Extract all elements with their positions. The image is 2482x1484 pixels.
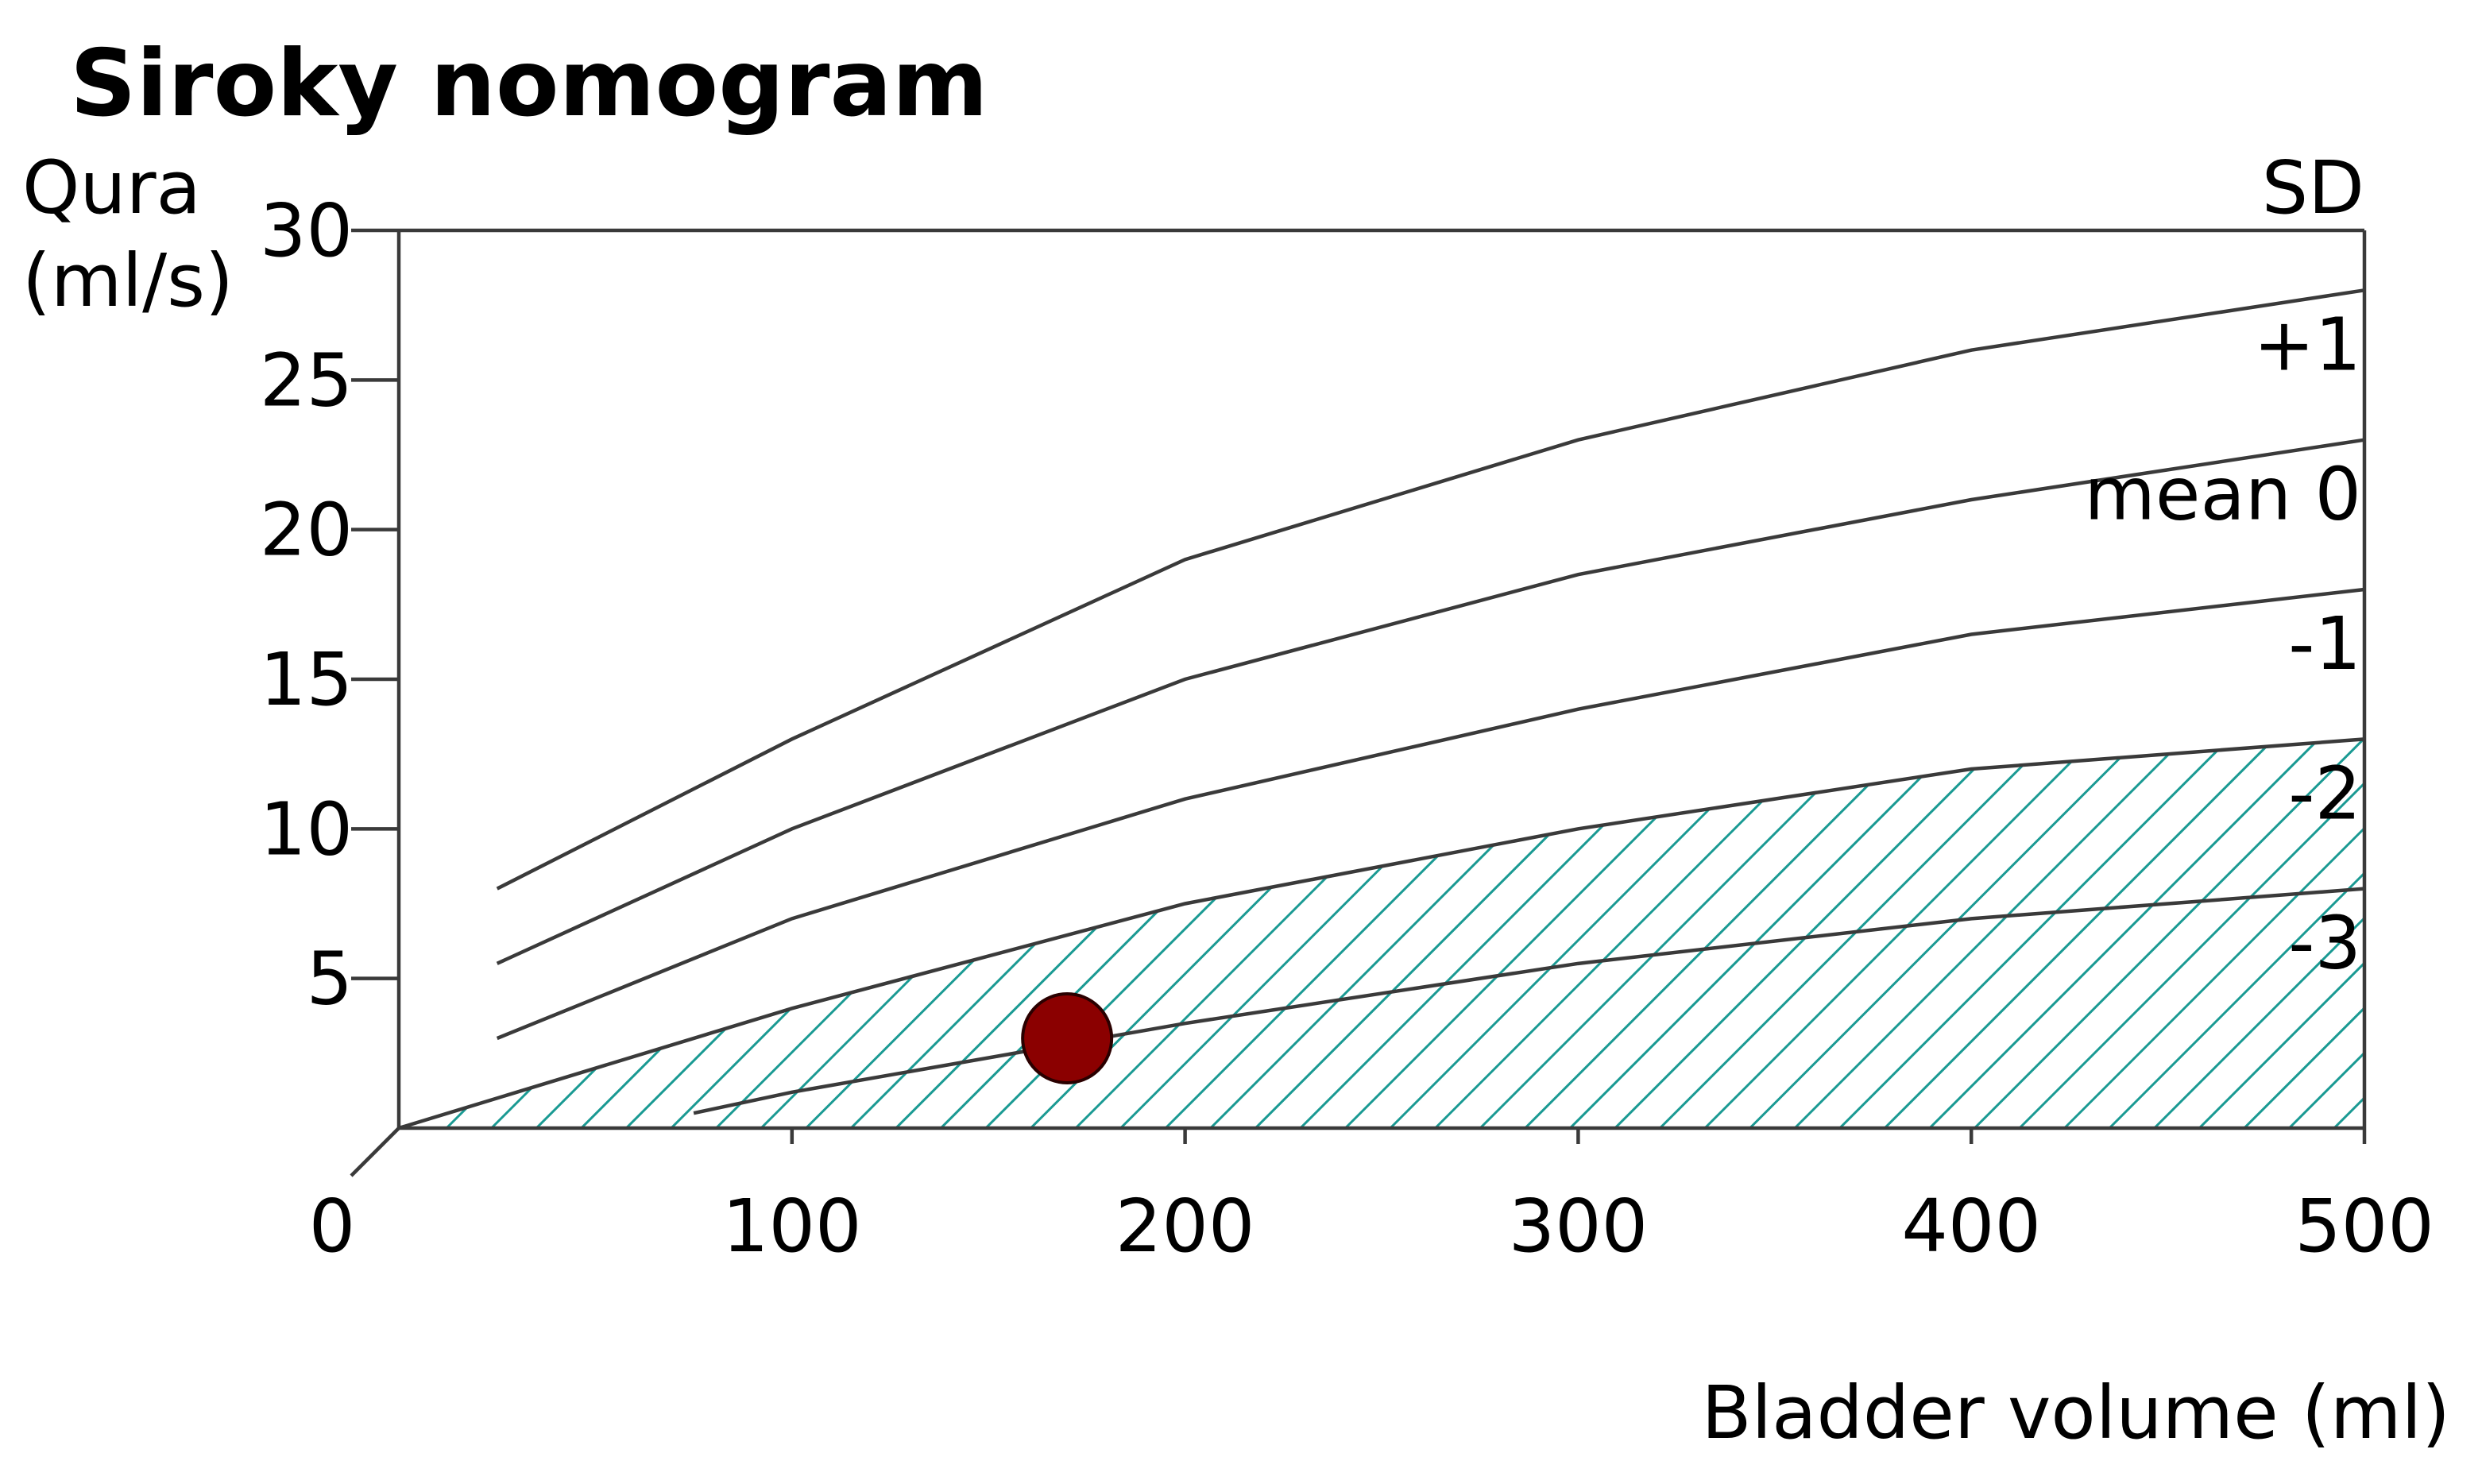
sd-curve-minus3 [693,887,2365,1115]
x-tick-label-200: 200 [1115,1184,1255,1269]
x-tick-label-100: 100 [722,1184,862,1269]
x-tick-label-400: 400 [1901,1184,2041,1269]
y-axis-ticks: 5 10 15 20 25 30 [260,188,399,1022]
sd-curve-plus1 [496,288,2365,891]
sd-curve-labels: +1 mean 0 -1 -2 -3 [2084,302,2361,985]
sd-curve-minus1 [496,587,2365,1041]
sd-curve-label-minus2: -2 [2288,751,2361,836]
y-tick-label-25: 25 [260,338,353,423]
y-axis-label-line1: Qura [22,145,201,230]
y-tick-label-15: 15 [260,637,353,722]
x-tick-label-500: 500 [2294,1184,2434,1269]
sd-legend-header: SD [2262,145,2364,230]
sd-curve-label-minus3: -3 [2288,901,2361,986]
sd-curve-label-plus1: +1 [2253,302,2361,387]
x-tick-label-0: 0 [309,1184,356,1269]
sd-curves [398,288,2365,1130]
x-tick-label-300: 300 [1509,1184,1649,1269]
x-axis-label: Bladder volume (ml) [1701,1370,2450,1455]
below-minus-2sd-hatched-region [399,739,2364,1128]
sd-curve-label-mean-0: mean 0 [2084,452,2361,537]
sd-curve-minus2 [398,737,2365,1130]
y-tick-label-5: 5 [306,937,353,1022]
sd-curve-label-minus1: -1 [2288,601,2361,686]
y-tick-label-10: 10 [260,786,353,871]
sd-curve-mean-0 [496,438,2365,965]
y-tick-label-20: 20 [260,488,353,573]
chart-title: Siroky nomogram [70,30,988,137]
patient-data-point [1021,992,1114,1084]
y-axis-label-line2: (ml/s) [22,238,234,323]
origin-diagonal-stroke [350,1127,400,1177]
y-tick-label-30: 30 [260,188,353,273]
x-axis-ticks: 0 100 200 300 400 500 [309,1128,2434,1269]
